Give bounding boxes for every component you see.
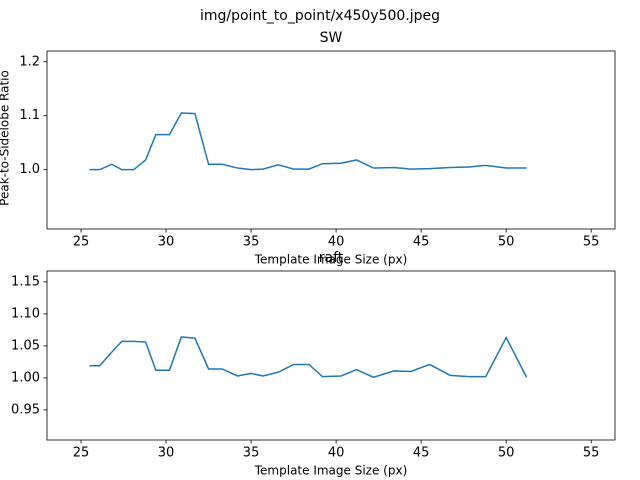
x-tick-label: 25	[73, 235, 90, 250]
x-tick-label: 50	[498, 235, 515, 250]
x-tick-label: 55	[583, 235, 600, 250]
y-tick-label: 1.00	[11, 370, 40, 385]
x-axis-label: Template Image Size (px)	[254, 464, 408, 478]
x-tick-label: 25	[73, 446, 90, 461]
y-tick-label: 1.1	[19, 108, 40, 123]
x-tick-label: 50	[498, 446, 515, 461]
figure-title: img/point_to_point/x450y500.jpeg	[200, 8, 440, 24]
chart-title: SW	[320, 30, 343, 46]
y-tick-label: 1.10	[11, 306, 40, 321]
y-tick-label: 1.15	[11, 274, 40, 289]
y-tick-label: 0.95	[11, 402, 40, 417]
x-axis-label: Template Image Size (px)	[254, 253, 408, 267]
x-tick-label: 30	[158, 446, 175, 461]
y-tick-label: 1.05	[11, 338, 40, 353]
x-tick-label: 40	[328, 235, 345, 250]
x-tick-label: 55	[583, 446, 600, 461]
x-tick-label: 35	[243, 235, 260, 250]
x-tick-label: 30	[158, 235, 175, 250]
data-line	[89, 112, 527, 171]
chart-title: raft	[319, 250, 344, 266]
x-tick-label: 45	[413, 235, 430, 250]
axes-frame	[46, 50, 616, 230]
y-tick-label: 1.0	[19, 162, 40, 177]
x-tick-label: 40	[328, 446, 345, 461]
y-axis-label: Peak-to-Sidelobe Ratio	[0, 70, 12, 206]
x-tick-label: 35	[243, 446, 260, 461]
data-line	[89, 335, 528, 379]
axes-frame	[46, 270, 616, 441]
y-tick-label: 1.2	[19, 54, 40, 69]
x-tick-label: 45	[413, 446, 430, 461]
